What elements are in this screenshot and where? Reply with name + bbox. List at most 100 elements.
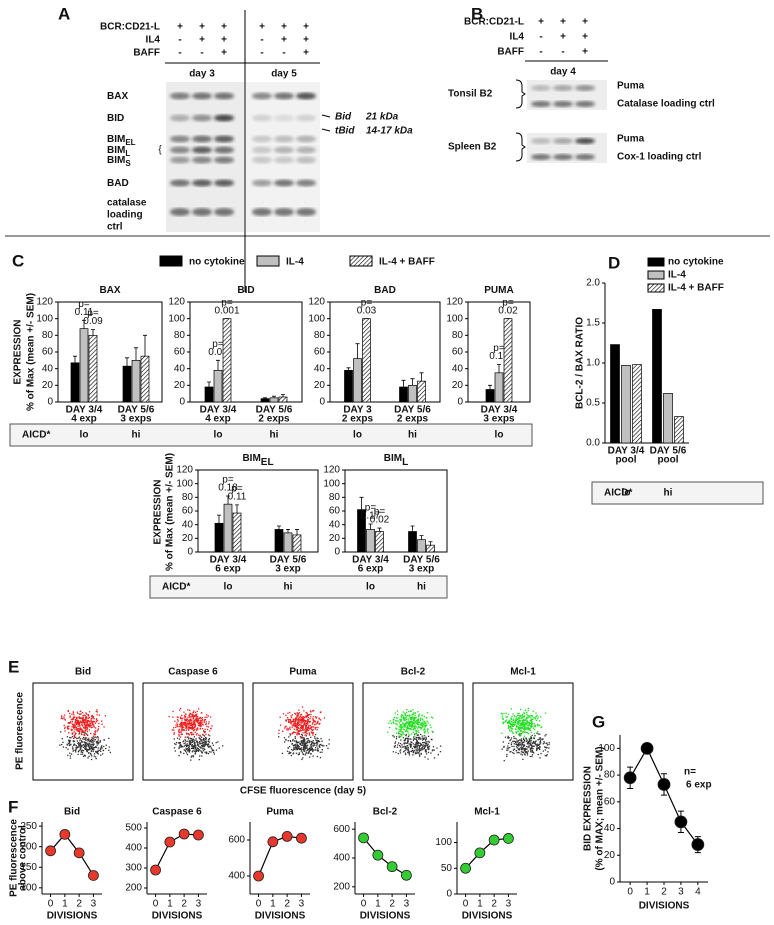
dot — [321, 745, 324, 747]
y-tick-label: 60 — [182, 506, 194, 517]
dot — [301, 726, 303, 728]
dot — [300, 747, 302, 749]
dot — [294, 736, 296, 738]
dot — [418, 738, 420, 740]
dot — [421, 739, 424, 741]
dot — [509, 726, 512, 728]
marker — [358, 832, 369, 844]
dot — [202, 744, 204, 746]
dot — [539, 737, 541, 739]
dot — [174, 750, 176, 752]
dot — [202, 724, 204, 726]
dot — [202, 750, 205, 752]
y-tick-label: 80 — [329, 492, 341, 503]
dot — [393, 718, 395, 720]
dot — [317, 722, 319, 725]
dot — [202, 739, 204, 741]
dot — [83, 731, 85, 734]
dot — [316, 737, 318, 739]
dot — [388, 726, 391, 729]
dot — [73, 716, 75, 718]
dot — [82, 716, 84, 719]
dot — [299, 720, 301, 722]
blot-band — [192, 156, 212, 164]
dot — [511, 728, 513, 730]
dot — [398, 729, 400, 731]
dot — [415, 739, 418, 741]
dot — [85, 724, 87, 726]
dot — [85, 716, 87, 718]
dot — [315, 741, 318, 743]
dot — [421, 747, 423, 749]
dot — [74, 733, 76, 736]
dot — [390, 722, 392, 725]
dot — [80, 745, 82, 748]
dot — [300, 727, 302, 729]
dot — [181, 714, 183, 717]
dot — [302, 757, 304, 759]
dot — [203, 739, 205, 742]
dot — [510, 717, 512, 719]
dot — [414, 728, 416, 730]
dot — [533, 736, 535, 738]
dot — [200, 722, 202, 725]
dot — [184, 749, 186, 752]
dot — [185, 750, 187, 752]
dot — [194, 724, 197, 727]
dot — [87, 717, 89, 719]
dot — [543, 741, 545, 743]
dot — [295, 746, 297, 749]
blot-band — [296, 114, 316, 122]
dot — [402, 731, 404, 733]
dot — [312, 745, 314, 747]
legend-swatch — [647, 270, 665, 280]
dot — [301, 751, 303, 753]
dot — [302, 747, 305, 750]
dot — [300, 750, 302, 752]
dot — [96, 751, 98, 753]
dot — [72, 712, 75, 714]
dot — [190, 723, 192, 725]
bar — [417, 380, 426, 403]
dot — [414, 712, 416, 714]
dot — [544, 749, 546, 751]
dot — [414, 720, 416, 723]
dot — [195, 719, 197, 721]
dot — [412, 721, 414, 724]
dot — [75, 727, 77, 729]
dot — [201, 745, 204, 747]
dot — [180, 726, 183, 728]
dot — [408, 720, 410, 722]
dot — [188, 719, 190, 722]
dot — [298, 730, 300, 732]
dot — [75, 745, 77, 747]
dot — [76, 723, 78, 726]
dot — [205, 723, 208, 725]
dot — [517, 743, 520, 746]
y-tick-label: 100 — [446, 313, 463, 324]
dot — [408, 714, 410, 717]
dot — [85, 742, 87, 744]
dot — [417, 711, 419, 713]
dot — [512, 751, 514, 754]
dot — [86, 733, 88, 735]
dot — [86, 727, 89, 729]
dot — [423, 735, 425, 737]
dot — [404, 724, 406, 727]
dot — [512, 740, 514, 743]
dot — [62, 746, 65, 748]
dot — [195, 719, 197, 722]
dot — [190, 739, 192, 742]
dot — [516, 739, 518, 741]
dot — [397, 752, 399, 755]
dot — [540, 740, 542, 742]
dot — [429, 724, 431, 726]
dot — [507, 736, 509, 738]
dot — [303, 747, 306, 749]
dot — [79, 748, 82, 750]
dot — [294, 712, 296, 715]
dot — [88, 746, 90, 748]
dot — [316, 745, 318, 747]
dot — [296, 721, 299, 723]
dot — [418, 723, 420, 726]
